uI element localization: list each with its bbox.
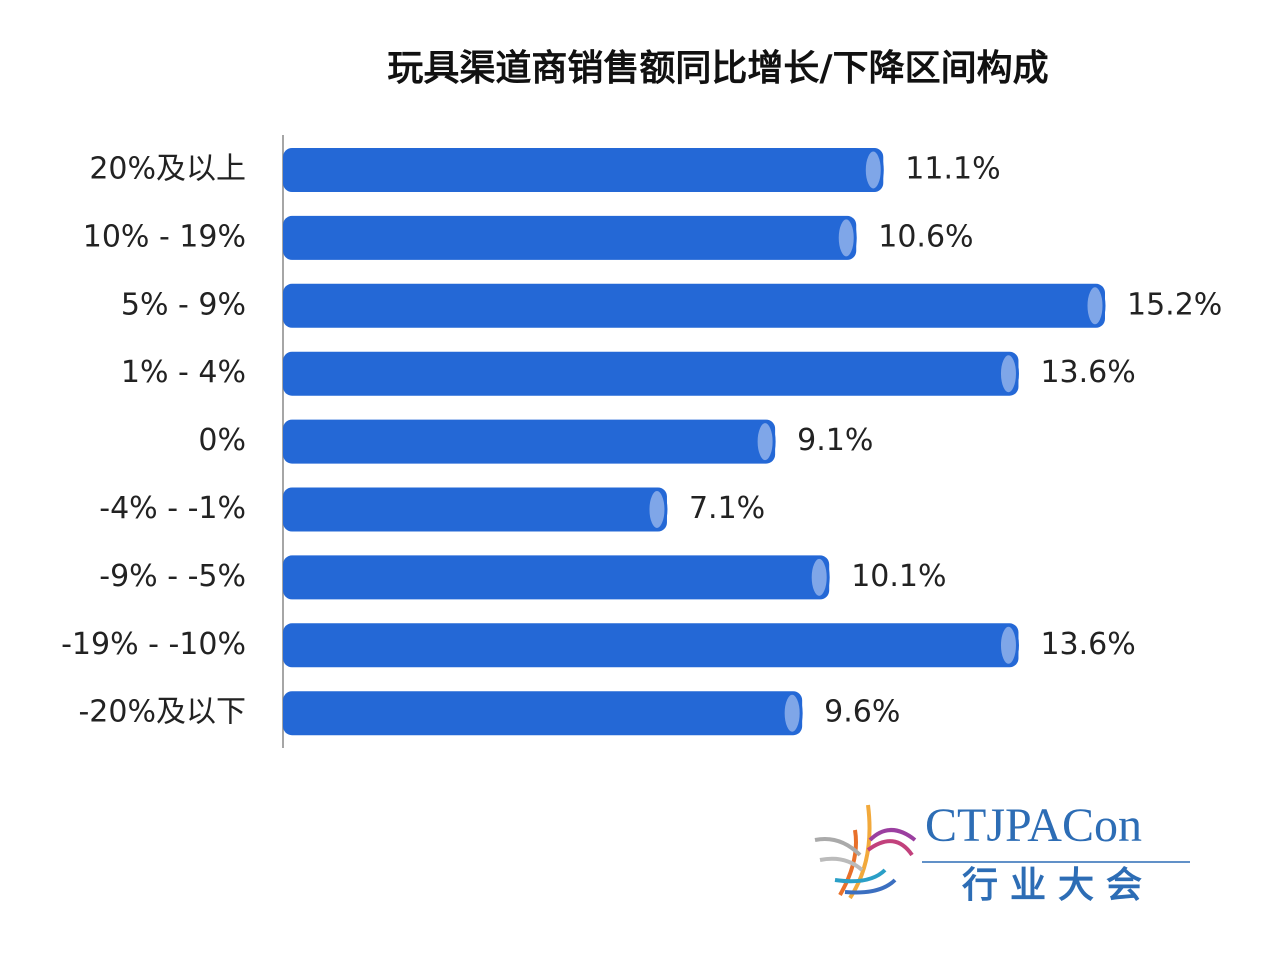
y-tick-label: -4% - -1%: [99, 491, 246, 526]
y-tick-label: 5% - 9%: [121, 287, 246, 322]
y-tick-label: 1% - 4%: [121, 355, 246, 390]
y-tick-label: 20%及以上: [89, 152, 246, 187]
y-tick-label: -9% - -5%: [99, 559, 246, 594]
bar-cap: [997, 623, 1019, 667]
bar-cap: [646, 488, 668, 531]
value-label: 10.1%: [851, 559, 946, 594]
y-tick-label: -19% - -10%: [61, 627, 246, 662]
value-label: 9.6%: [824, 695, 900, 730]
bar: [283, 283, 1105, 328]
logo: CTJPACon 行业大会: [814, 799, 1190, 906]
bar-cap: [754, 420, 776, 464]
value-label: 11.1%: [905, 152, 1000, 187]
bar: [283, 555, 830, 600]
bar: [283, 215, 857, 260]
bar: [283, 691, 803, 736]
logo-subtitle: 行业大会: [962, 864, 1154, 906]
bar: [283, 419, 776, 464]
bar: [283, 623, 1019, 668]
bar-cap: [808, 555, 830, 599]
value-label: 13.6%: [1040, 355, 1135, 390]
bar-cap: [997, 352, 1019, 396]
value-label: 15.2%: [1127, 287, 1222, 322]
value-label: 10.6%: [878, 219, 973, 254]
value-label: 13.6%: [1040, 627, 1135, 662]
y-tick-label: 10% - 19%: [83, 219, 246, 254]
value-label: 7.1%: [689, 491, 765, 526]
bar: [283, 148, 884, 192]
logo-name: CTJPACon: [925, 799, 1142, 852]
logo-icon: [814, 804, 917, 900]
y-tick-label: 0%: [198, 423, 246, 458]
value-label: 9.1%: [797, 423, 873, 458]
bar-cap: [862, 148, 884, 192]
bar: [283, 487, 667, 532]
bar: [283, 351, 1019, 396]
bar-cap: [835, 216, 857, 260]
y-tick-label: -20%及以下: [78, 695, 246, 730]
bar-cap: [781, 691, 803, 735]
chart-title: 玩具渠道商销售额同比增长/下降区间构成: [387, 48, 1048, 89]
bar-cap: [1084, 284, 1106, 328]
